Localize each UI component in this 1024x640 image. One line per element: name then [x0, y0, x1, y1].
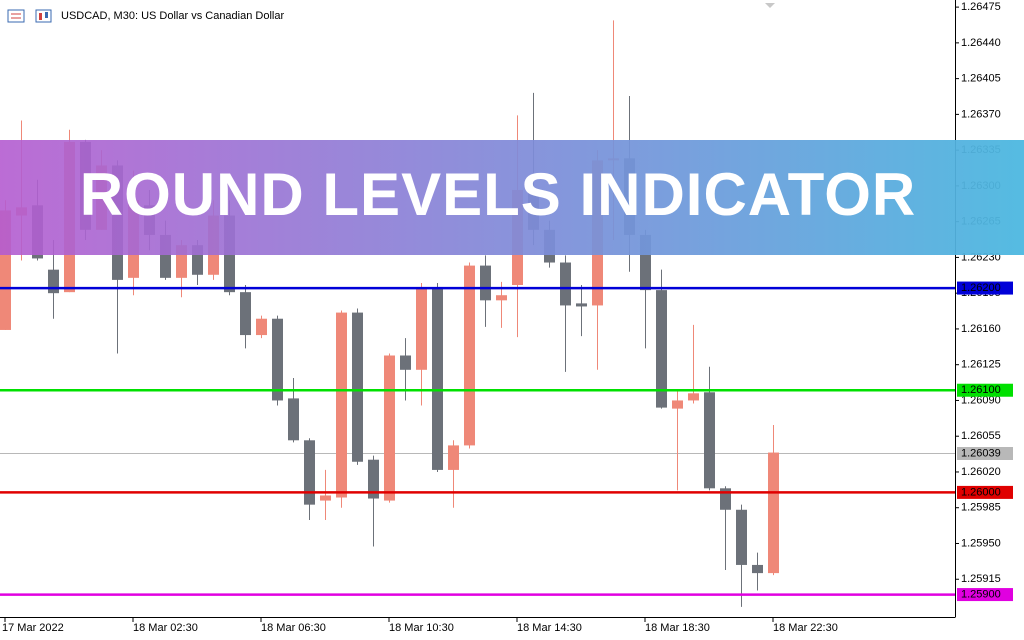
x-tick-label: 17 Mar 2022: [2, 622, 64, 634]
price-label: 1.26039: [961, 447, 1001, 459]
candle-body: [336, 312, 347, 498]
price-label-box: [957, 447, 1013, 460]
candle-body: [704, 392, 715, 489]
candle-body: [176, 245, 187, 278]
candle-body: [400, 355, 411, 370]
x-tick-label: 18 Mar 22:30: [773, 622, 838, 634]
y-tick-label: 1.26405: [961, 73, 1001, 85]
level-label: 1.26000: [961, 486, 1001, 498]
candle-body: [368, 459, 379, 499]
y-tick-label: 1.26160: [961, 323, 1001, 335]
level-label: 1.26100: [961, 384, 1001, 396]
chart-icon: [45, 12, 48, 18]
candle-body: [640, 234, 651, 291]
y-tick-label: 1.26440: [961, 37, 1001, 49]
candle-body: [0, 210, 11, 330]
x-tick-label: 18 Mar 10:30: [389, 622, 454, 634]
overlay: ROUND LEVELS INDICATOR: [0, 140, 1024, 255]
menu-icon: [7, 9, 25, 23]
candle-body: [480, 265, 491, 301]
y-tick-label: 1.26125: [961, 359, 1001, 371]
y-tick-label: 1.26475: [961, 1, 1001, 13]
candle-body: [672, 400, 683, 409]
candle-body: [464, 265, 475, 446]
candle-body: [256, 318, 267, 336]
candle-body: [240, 292, 251, 336]
candle-body: [384, 355, 395, 501]
candle-body: [560, 262, 571, 306]
level-label-box: [957, 281, 1013, 295]
level-label-box: [957, 383, 1013, 397]
chart-icon: [39, 13, 42, 20]
chart-icon: [35, 9, 52, 23]
candle-body: [320, 495, 331, 501]
header: USDCAD, M30: US Dollar vs Canadian Dolla…: [7, 9, 284, 23]
x-tick-label: 18 Mar 06:30: [261, 622, 326, 634]
candle-body: [496, 295, 507, 301]
x-tick-label: 18 Mar 14:30: [517, 622, 582, 634]
level-label-box: [957, 588, 1013, 602]
candle-body: [416, 287, 427, 370]
candle-body: [304, 440, 315, 505]
candle-body: [720, 488, 731, 510]
y-tick-label: 1.25915: [961, 573, 1001, 585]
x-tick-label: 18 Mar 02:30: [133, 622, 198, 634]
candle-body: [656, 290, 667, 408]
x-tick-label: 18 Mar 18:30: [645, 622, 710, 634]
y-tick-label: 1.25950: [961, 537, 1001, 549]
candle-body: [48, 269, 59, 294]
candle-body: [688, 393, 699, 401]
banner-text: ROUND LEVELS INDICATOR: [80, 161, 916, 228]
candle-body: [192, 245, 203, 275]
shift-marker: [765, 3, 775, 8]
chart-title: USDCAD, M30: US Dollar vs Canadian Dolla…: [61, 10, 284, 22]
y-tick-label: 1.26055: [961, 430, 1001, 442]
y-tick-label: 1.26370: [961, 108, 1001, 120]
candle-body: [288, 398, 299, 441]
level-label-box: [957, 485, 1013, 499]
y-tick-label: 1.26090: [961, 394, 1001, 406]
candle-body: [160, 234, 171, 278]
candle-body: [736, 509, 747, 565]
candle-body: [272, 318, 283, 401]
candle-body: [432, 287, 443, 470]
y-tick-label: 1.26020: [961, 466, 1001, 478]
candle-body: [352, 312, 363, 462]
candle-body: [752, 564, 763, 574]
level-label: 1.26200: [961, 282, 1001, 294]
candle-body: [768, 452, 779, 574]
banner: [0, 140, 1024, 255]
level-label: 1.25900: [961, 588, 1001, 600]
candle-body: [448, 445, 459, 470]
candle-body: [576, 303, 587, 307]
y-tick-label: 1.25985: [961, 502, 1001, 514]
